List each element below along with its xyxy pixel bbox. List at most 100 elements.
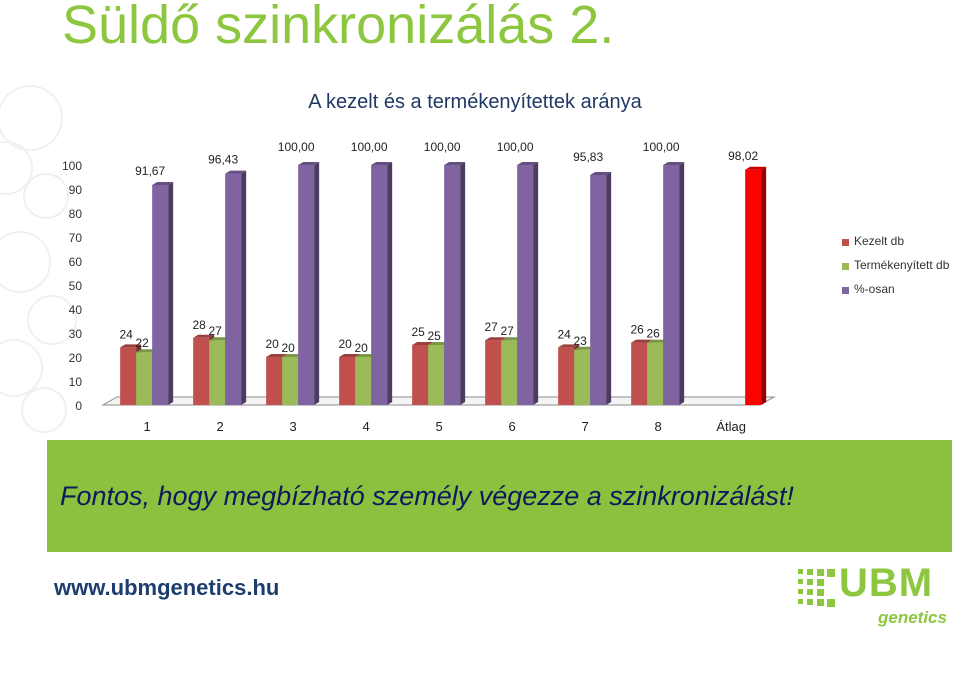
bar-kezelt bbox=[193, 337, 210, 405]
x-tick-label: Átlag bbox=[716, 419, 746, 434]
bar-termekenyitett bbox=[647, 342, 664, 405]
message-banner bbox=[47, 440, 952, 552]
data-label: 26 bbox=[646, 327, 660, 341]
legend-label-kezelt: Kezelt db bbox=[854, 234, 905, 248]
bar-top bbox=[355, 354, 377, 357]
data-label: 100,00 bbox=[424, 140, 461, 154]
x-tick-label: 8 bbox=[655, 419, 662, 434]
bar-top bbox=[266, 354, 288, 357]
data-label: 100,00 bbox=[497, 140, 534, 154]
x-tick-label: 7 bbox=[582, 419, 589, 434]
bar-side bbox=[533, 162, 539, 405]
logo-subtitle: genetics bbox=[878, 608, 947, 627]
legend-label-osan: %-osan bbox=[854, 282, 895, 296]
bar-side bbox=[387, 162, 393, 405]
data-label: 24 bbox=[557, 327, 571, 341]
data-label: 23 bbox=[573, 334, 587, 348]
bar-top bbox=[412, 342, 434, 345]
data-label: 20 bbox=[354, 341, 368, 355]
bar-side bbox=[241, 170, 247, 405]
data-label: 27 bbox=[484, 320, 498, 334]
bar-kezelt bbox=[631, 342, 648, 405]
bar-kezelt bbox=[266, 357, 283, 405]
data-label: 20 bbox=[338, 337, 352, 351]
data-label: 27 bbox=[208, 324, 222, 338]
bar-top bbox=[663, 162, 685, 165]
data-label: 26 bbox=[630, 323, 644, 337]
bar-top bbox=[371, 162, 393, 165]
bar-termekenyitett bbox=[355, 357, 372, 405]
logo-dots-icon bbox=[798, 569, 835, 607]
bar-top bbox=[193, 334, 215, 338]
bar-top bbox=[152, 181, 174, 185]
data-label: 28 bbox=[192, 318, 206, 332]
bar-termekenyitett bbox=[136, 352, 153, 405]
bar-top bbox=[209, 337, 231, 341]
bar-side bbox=[761, 166, 767, 405]
legend-label-termekenyitett: Termékenyített db bbox=[854, 258, 950, 272]
data-label: 25 bbox=[411, 325, 425, 339]
y-tick-label: 0 bbox=[75, 399, 82, 413]
x-tick-label: 2 bbox=[217, 419, 224, 434]
bar-top bbox=[298, 162, 320, 165]
bar-side bbox=[679, 162, 685, 405]
legend-swatch-termekenyitett bbox=[842, 263, 849, 270]
bar-top bbox=[517, 162, 539, 165]
data-label: 98,02 bbox=[728, 149, 758, 163]
bar-kezelt bbox=[558, 347, 575, 405]
data-label: 20 bbox=[265, 337, 279, 351]
bar-osan bbox=[225, 173, 242, 405]
data-label: 24 bbox=[119, 327, 133, 341]
x-tick-label: 3 bbox=[290, 419, 297, 434]
data-label: 25 bbox=[427, 329, 441, 343]
ubm-genetics-logo: UBM genetics bbox=[796, 561, 947, 633]
bar-top bbox=[590, 172, 612, 176]
bar-kezelt bbox=[339, 357, 356, 405]
bar-top bbox=[120, 344, 142, 348]
bar-top bbox=[444, 162, 466, 165]
bar-top bbox=[558, 344, 580, 348]
footer-url: www.ubmgenetics.hu bbox=[54, 575, 280, 600]
bar-top bbox=[574, 346, 596, 350]
data-label: 95,83 bbox=[573, 150, 603, 164]
bar-top bbox=[225, 170, 247, 174]
x-tick-label: 5 bbox=[436, 419, 443, 434]
y-tick-label: 70 bbox=[69, 231, 83, 245]
x-tick-label: 1 bbox=[144, 419, 151, 434]
y-tick-label: 100 bbox=[62, 159, 82, 173]
bar-termekenyitett bbox=[574, 349, 591, 405]
x-tick-label: 6 bbox=[509, 419, 516, 434]
bar-top bbox=[339, 354, 361, 357]
chart-title: A kezelt és a termékenyítettek aránya bbox=[308, 91, 642, 113]
bar-kezelt bbox=[412, 345, 429, 405]
banner-message: Fontos, hogy megbízható személy végezze … bbox=[60, 481, 794, 511]
bar-top bbox=[631, 339, 653, 343]
bar-osan bbox=[517, 165, 534, 405]
y-tick-label: 90 bbox=[69, 183, 83, 197]
x-tick-label: 4 bbox=[363, 419, 370, 434]
bar-side bbox=[606, 172, 612, 405]
data-label: 22 bbox=[135, 336, 149, 350]
data-label: 27 bbox=[500, 324, 514, 338]
bar-termekenyitett bbox=[501, 340, 518, 405]
data-label: 91,67 bbox=[135, 164, 165, 178]
y-tick-label: 80 bbox=[69, 207, 83, 221]
bar-top bbox=[647, 339, 669, 343]
bar-chart: A kezelt és a termékenyítettek aránya 0 10… bbox=[62, 91, 776, 434]
bar-top bbox=[136, 349, 158, 353]
bar-osan bbox=[371, 165, 388, 405]
data-label: 100,00 bbox=[351, 140, 388, 154]
legend-swatch-osan bbox=[842, 287, 849, 294]
y-tick-label: 40 bbox=[69, 303, 83, 317]
y-tick-label: 20 bbox=[69, 351, 83, 365]
bar-osan bbox=[152, 184, 169, 405]
y-tick-label: 50 bbox=[69, 279, 83, 293]
y-tick-label: 10 bbox=[69, 375, 83, 389]
slide-title: Süldő szinkronizálás 2. bbox=[62, 0, 615, 55]
data-label: 20 bbox=[281, 341, 295, 355]
bar-top bbox=[485, 337, 507, 341]
logo-word: UBM bbox=[839, 561, 934, 605]
bar-osan bbox=[444, 165, 461, 405]
bar-osan bbox=[590, 175, 607, 405]
bar-termekenyitett bbox=[428, 345, 445, 405]
